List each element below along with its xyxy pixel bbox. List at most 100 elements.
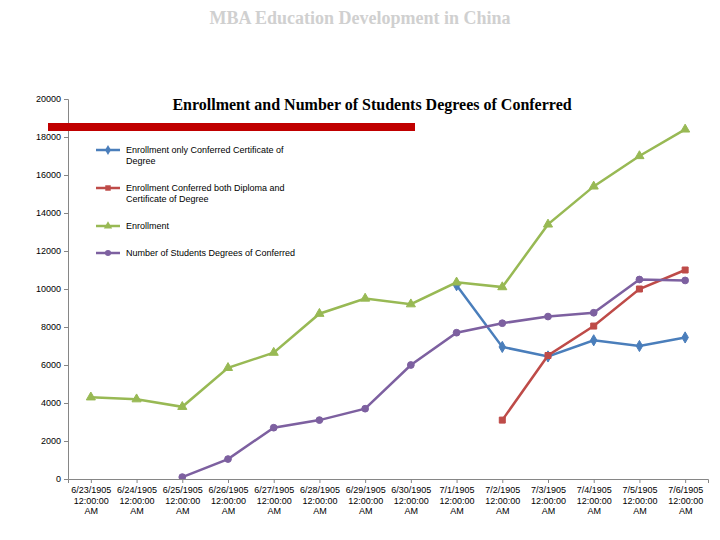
legend: Enrollment only Conferred Certificate of… xyxy=(96,145,295,258)
x-tick-mark xyxy=(137,479,138,483)
x-tick: 7/6/190512:00:00AM xyxy=(668,479,703,516)
x-tick: 7/4/190512:00:00AM xyxy=(577,479,612,516)
series-marker xyxy=(498,282,507,290)
series-marker xyxy=(589,181,598,189)
x-tick-mark xyxy=(319,479,320,483)
y-tick-label: 2000 xyxy=(41,436,61,446)
series-marker xyxy=(590,309,597,316)
series-line xyxy=(182,280,685,478)
x-tick-mark xyxy=(91,479,92,483)
series-marker xyxy=(223,363,232,371)
x-tick-label: 7/6/190512:00:00AM xyxy=(668,485,703,516)
y-tick: 20000 xyxy=(36,94,68,104)
legend-item: Number of Students Degrees of Conferred xyxy=(96,248,295,258)
y-tick-label: 4000 xyxy=(41,398,61,408)
x-tick: 6/23/190512:00:00AM xyxy=(71,479,111,516)
y-tick-label: 20000 xyxy=(36,94,61,104)
y-tick-label: 6000 xyxy=(41,360,61,370)
y-tick: 8000 xyxy=(41,322,68,332)
series-marker xyxy=(636,286,642,292)
series-marker xyxy=(682,267,688,273)
series-marker xyxy=(315,308,324,316)
x-tick-mark xyxy=(274,479,275,483)
series-marker xyxy=(406,299,415,307)
x-tick-label: 6/27/190512:00:00AM xyxy=(254,485,294,516)
series-line xyxy=(457,285,686,356)
x-tick-label: 7/3/190512:00:00AM xyxy=(531,485,566,516)
series-marker xyxy=(316,417,323,424)
series-marker xyxy=(178,402,187,410)
x-tick: 7/3/190512:00:00AM xyxy=(531,479,566,516)
y-tick-mark xyxy=(64,441,68,442)
series-marker xyxy=(636,276,643,283)
x-tick-label: 7/4/190512:00:00AM xyxy=(577,485,612,516)
y-tick: 0 xyxy=(56,474,68,484)
x-tick: 6/28/190512:00:00AM xyxy=(300,479,340,516)
x-tick: 7/5/190512:00:00AM xyxy=(622,479,657,516)
legend-label: Enrollment xyxy=(126,221,170,231)
y-tick: 12000 xyxy=(36,246,68,256)
y-tick: 4000 xyxy=(41,398,68,408)
y-tick-mark xyxy=(64,403,68,404)
y-tick-mark xyxy=(64,327,68,328)
x-tick-label: 6/26/190512:00:00AM xyxy=(208,485,248,516)
chart-title: Enrollment and Number of Students Degree… xyxy=(172,96,571,114)
x-tick-label: 7/2/190512:00:00AM xyxy=(485,485,520,516)
x-axis: 6/23/190512:00:00AM6/24/190512:00:00AM6/… xyxy=(69,479,709,516)
y-tick: 6000 xyxy=(41,360,68,370)
series-line xyxy=(91,129,685,406)
y-tick-mark xyxy=(64,213,68,214)
x-tick-mark xyxy=(502,479,503,483)
y-tick-label: 10000 xyxy=(36,284,61,294)
plot-area xyxy=(86,124,689,479)
x-tick-label: 7/1/190512:00:00AM xyxy=(440,485,475,516)
y-tick-mark xyxy=(64,99,68,100)
y-tick-label: 16000 xyxy=(36,170,61,180)
series-marker xyxy=(179,474,186,479)
series-marker xyxy=(545,353,551,359)
chart: MBA Education Development in China 0 2000 4… xyxy=(0,0,720,540)
series-marker xyxy=(453,329,460,336)
series-marker xyxy=(591,323,597,329)
series-marker xyxy=(86,392,95,400)
legend-marker xyxy=(105,145,111,155)
series-marker xyxy=(681,124,690,132)
x-tick: 6/25/190512:00:00AM xyxy=(163,479,203,516)
x-tick-mark xyxy=(594,479,595,483)
slide-title: MBA Education Development in China xyxy=(209,8,510,28)
y-tick: 16000 xyxy=(36,170,68,180)
series-marker xyxy=(499,417,505,423)
legend-item: Enrollment Conferred both Diploma andCer… xyxy=(96,183,285,204)
x-tick-mark xyxy=(457,479,458,483)
series-marker xyxy=(270,424,277,431)
y-tick-mark xyxy=(64,251,68,252)
legend-marker xyxy=(105,250,111,256)
series-marker xyxy=(635,151,644,159)
y-tick-label: 0 xyxy=(56,474,61,484)
y-tick-mark xyxy=(64,137,68,138)
x-tick-label: 6/25/190512:00:00AM xyxy=(163,485,203,516)
series-marker xyxy=(499,341,505,352)
x-tick: 6/24/190512:00:00AM xyxy=(117,479,157,516)
series-marker xyxy=(407,362,414,369)
series-marker xyxy=(362,405,369,412)
series-marker xyxy=(636,340,642,351)
y-axis: 0200040006000800010000120001400016000180… xyxy=(36,94,69,484)
series-marker xyxy=(545,313,552,320)
series-marker xyxy=(361,293,370,301)
legend-item: Enrollment xyxy=(96,221,170,231)
legend-label: Enrollment only Conferred Certificate of… xyxy=(126,145,284,166)
y-tick-mark xyxy=(64,479,68,480)
y-axis-line xyxy=(64,100,69,480)
x-tick: 6/30/190512:00:00AM xyxy=(391,479,431,516)
series-marker xyxy=(499,320,506,327)
y-tick-label: 14000 xyxy=(36,208,61,218)
x-tick: 6/26/190512:00:00AM xyxy=(208,479,248,516)
x-tick: 6/29/190512:00:00AM xyxy=(346,479,386,516)
x-tick-label: 6/30/190512:00:00AM xyxy=(391,485,431,516)
series-marker xyxy=(590,335,596,346)
x-tick-mark xyxy=(685,479,686,483)
x-tick-mark xyxy=(639,479,640,483)
series-marker xyxy=(543,219,552,227)
x-tick: 7/2/190512:00:00AM xyxy=(485,479,520,516)
